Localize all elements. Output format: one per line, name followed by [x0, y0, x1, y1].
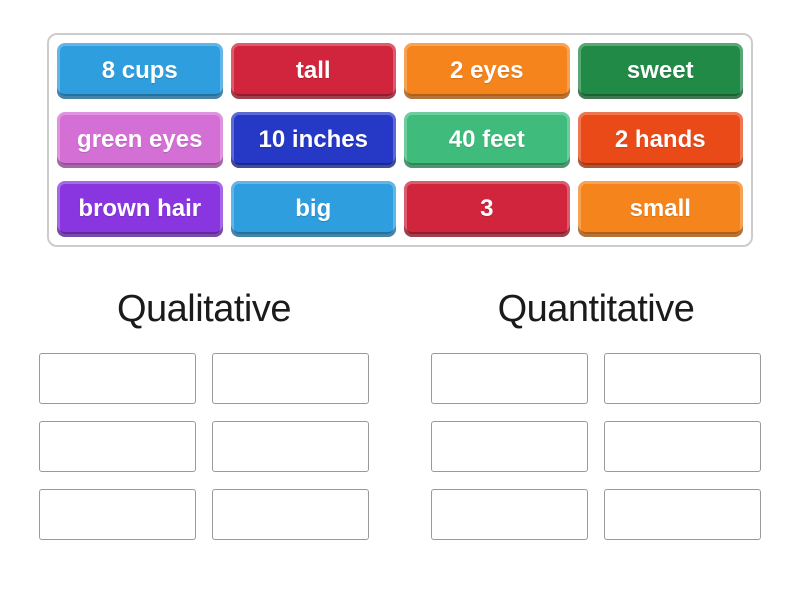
drop-slot-quantitative-2[interactable] — [604, 353, 761, 404]
group-qualitative: Qualitative — [39, 288, 369, 540]
group-title-qualitative: Qualitative — [116, 288, 292, 330]
drop-slot-qualitative-1[interactable] — [39, 353, 196, 404]
drop-slot-quantitative-4[interactable] — [604, 421, 761, 472]
tile-sweet[interactable]: sweet — [577, 43, 743, 99]
drop-slot-qualitative-3[interactable] — [39, 421, 196, 472]
group-quantitative: Quantitative — [431, 288, 761, 540]
drop-slot-qualitative-5[interactable] — [39, 489, 196, 540]
tile-small[interactable]: small — [577, 181, 743, 237]
drop-slot-qualitative-6[interactable] — [212, 489, 369, 540]
category-groups-row: Qualitative Quantitative — [0, 288, 800, 540]
tile-40-feet[interactable]: 40 feet — [404, 112, 570, 168]
tile-tray: 8 cups tall 2 eyes sweet green eyes 10 inches… — [47, 33, 753, 247]
tile-2-hands[interactable]: 2 hands — [577, 112, 743, 168]
tile-brown-hair[interactable]: brown hair — [57, 181, 223, 237]
drop-slot-quantitative-3[interactable] — [431, 421, 588, 472]
drop-slot-qualitative-4[interactable] — [212, 421, 369, 472]
drop-slot-quantitative-1[interactable] — [431, 353, 588, 404]
slot-grid-qualitative — [39, 353, 369, 540]
tile-2-eyes[interactable]: 2 eyes — [404, 43, 570, 99]
slot-grid-quantitative — [431, 353, 761, 540]
drop-slot-qualitative-2[interactable] — [212, 353, 369, 404]
tile-10-inches[interactable]: 10 inches — [230, 112, 396, 168]
tile-8-cups[interactable]: 8 cups — [57, 43, 223, 99]
tile-3[interactable]: 3 — [404, 181, 570, 237]
tile-green-eyes[interactable]: green eyes — [57, 112, 223, 168]
group-title-quantitative: Quantitative — [497, 288, 695, 330]
tile-big[interactable]: big — [230, 181, 396, 237]
tile-tall[interactable]: tall — [230, 43, 396, 99]
drop-slot-quantitative-6[interactable] — [604, 489, 761, 540]
drop-slot-quantitative-5[interactable] — [431, 489, 588, 540]
